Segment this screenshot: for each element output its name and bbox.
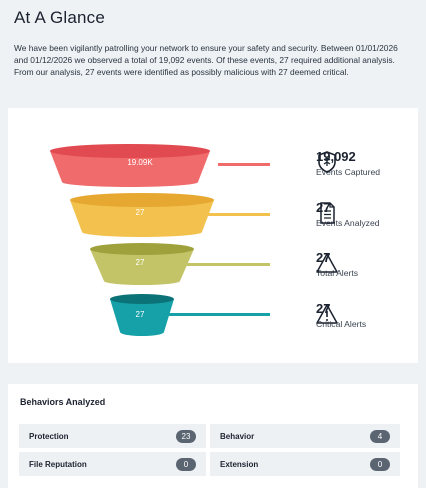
stat-label: Total Alerts [316,268,359,278]
funnel-bottom-1 [62,177,198,187]
behavior-label: Extension [220,459,259,469]
behavior-count-badge: 0 [176,457,196,471]
funnel-label-2: 27 [136,208,145,217]
behavior-count-badge: 0 [370,457,390,471]
funnel-bottom-2 [82,227,202,237]
funnel-connector-3 [186,263,270,266]
funnel-rim-4 [110,294,174,304]
funnel-stage-events-analyzed: 27 [70,193,270,237]
funnel-rim-3 [90,243,194,255]
page-title: At A Glance [14,8,106,27]
funnel-body-4 [110,299,174,332]
behavior-item-extension: Extension 0 [210,452,400,476]
behavior-count-badge: 4 [370,429,390,443]
summary-description: We have been vigilantly patrolling your … [14,43,398,77]
funnel-connector-1 [218,163,270,166]
header: At A Glance We have been vigilantly patr… [14,8,414,78]
behavior-label: File Reputation [29,459,87,469]
shield-icon [318,151,336,173]
behavior-label: Protection [29,431,69,441]
funnel-bottom-3 [104,277,180,285]
funnel-stage-critical-alerts: 27 [110,294,270,336]
funnel-label-3: 27 [136,258,145,267]
behavior-item-protection: Protection 23 [19,424,206,448]
funnel-label-4: 27 [136,310,145,319]
stat-label: Critical Alerts [316,319,367,329]
behavior-label: Behavior [220,431,255,441]
funnel-body-1 [50,151,210,182]
behaviors-card: Behaviors Analyzed Protection 23 Behavio… [8,384,418,488]
funnel-connector-2 [204,213,270,216]
funnel-label-1: 19.09K [127,158,153,167]
stat-label: Events Captured [316,167,381,177]
funnel-bottom-4 [120,328,164,336]
stat-events-captured: 19,092 Events Captured [316,150,381,178]
funnel-body-3 [90,249,194,281]
funnel-card: 19.09K 27 27 27 [8,108,418,363]
stat-label: Events Analyzed [316,218,380,228]
stat-events-analyzed: 27 Events Analyzed [316,201,380,229]
behavior-item-file-reputation: File Reputation 0 [19,452,206,476]
funnel-body-2 [70,200,214,232]
stat-critical-alerts: 27 Critical Alerts [316,302,367,330]
funnel-stage-events-captured: 19.09K [50,144,270,187]
funnel-stage-total-alerts: 27 [90,243,270,285]
document-icon [320,202,335,224]
funnel-rim-1 [50,144,210,158]
funnel-connector-4 [168,313,270,316]
triangle-icon [316,253,338,273]
warning-icon [316,304,338,324]
behavior-count-badge: 23 [176,429,196,443]
funnel-chart: 19.09K 27 27 27 [50,144,270,336]
stat-total-alerts: 27 Total Alerts [316,251,359,279]
funnel-rim-2 [70,193,214,207]
behavior-item-behavior: Behavior 4 [210,424,400,448]
behaviors-title: Behaviors Analyzed [20,397,106,407]
